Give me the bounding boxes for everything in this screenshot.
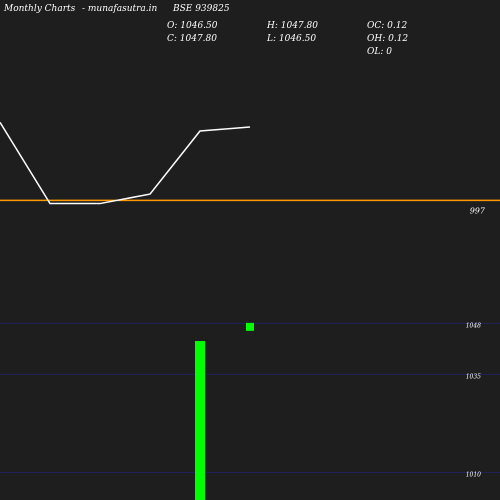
source-label: - munafasutra.in	[82, 4, 158, 14]
current-price-marker	[246, 322, 254, 331]
low-value: L: 1046.50	[267, 34, 317, 44]
y-tick-label: 1010	[466, 472, 481, 479]
oh-value: OH: 0.12	[367, 34, 409, 44]
high-value: H: 1047.80	[267, 21, 318, 31]
ol-value: OL: 0	[367, 47, 392, 57]
y-tick-label: 1035	[466, 373, 481, 380]
oc-value: OC: 0.12	[367, 21, 408, 31]
symbol-label: BSE 939825	[173, 4, 230, 14]
close-value: C: 1047.80	[167, 34, 217, 44]
open-value: O: 1046.50	[167, 21, 218, 31]
reference-value-label: 997	[470, 206, 486, 215]
price-line	[0, 121, 251, 205]
chart-title: Monthly Charts	[4, 4, 76, 14]
price-bar	[195, 341, 205, 500]
y-tick-label: 1048	[466, 322, 481, 329]
